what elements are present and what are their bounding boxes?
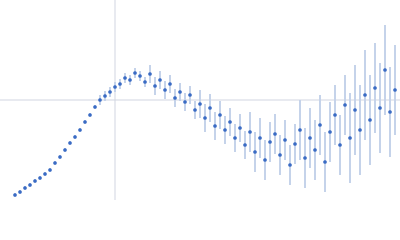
data-point [253, 150, 257, 154]
data-point [28, 183, 32, 187]
data-point [148, 72, 152, 76]
data-point [73, 135, 77, 139]
data-point [263, 158, 267, 162]
data-point [48, 168, 52, 172]
data-point [63, 148, 67, 152]
data-point [143, 80, 147, 84]
data-point [198, 102, 202, 106]
data-point [123, 76, 127, 80]
data-point [343, 103, 347, 107]
data-point [193, 108, 197, 112]
data-point [308, 136, 312, 140]
data-point [393, 88, 397, 92]
data-point [33, 179, 37, 183]
data-point [378, 106, 382, 110]
data-point [173, 96, 177, 100]
data-point [258, 136, 262, 140]
data-point [208, 106, 212, 110]
data-point [23, 186, 27, 190]
data-point [283, 138, 287, 142]
data-point [353, 108, 357, 112]
data-point [348, 136, 352, 140]
data-point [228, 120, 232, 124]
data-point [313, 148, 317, 152]
data-point [13, 193, 17, 197]
data-point [303, 156, 307, 160]
data-point [183, 100, 187, 104]
data-point [18, 190, 22, 194]
data-point [298, 128, 302, 132]
data-point [288, 163, 292, 167]
data-point [53, 161, 57, 165]
data-point [323, 160, 327, 164]
data-point [338, 143, 342, 147]
data-point [238, 126, 242, 130]
data-point [58, 155, 62, 159]
data-point [248, 130, 252, 134]
data-point [178, 90, 182, 94]
data-point [78, 128, 82, 132]
data-point [128, 78, 132, 82]
data-point [133, 71, 137, 75]
data-point [318, 123, 322, 127]
data-point [93, 105, 97, 109]
data-point [278, 153, 282, 157]
data-point [243, 143, 247, 147]
data-point [358, 128, 362, 132]
data-point [213, 124, 217, 128]
data-point [118, 82, 122, 86]
data-point [333, 113, 337, 117]
data-point [83, 120, 87, 124]
data-point [223, 128, 227, 132]
data-point [368, 118, 372, 122]
data-point [168, 82, 172, 86]
data-point [108, 90, 112, 94]
data-point [103, 94, 107, 98]
data-point [273, 132, 277, 136]
data-point [38, 176, 42, 180]
data-point [153, 84, 157, 88]
data-point [43, 172, 47, 176]
data-point [373, 86, 377, 90]
data-point [383, 68, 387, 72]
data-point [68, 141, 72, 145]
data-point [113, 85, 117, 89]
data-point [163, 88, 167, 92]
data-point [293, 142, 297, 146]
chart [0, 0, 400, 200]
data-point [158, 78, 162, 82]
data-point [363, 93, 367, 97]
data-point [88, 113, 92, 117]
data-point [268, 140, 272, 144]
data-point [138, 74, 142, 78]
data-point [218, 113, 222, 117]
data-point [203, 116, 207, 120]
data-point [388, 110, 392, 114]
data-point [98, 98, 102, 102]
page: (() => { const data = JSON.parse(documen… [0, 0, 400, 200]
data-point [188, 93, 192, 97]
data-point [328, 130, 332, 134]
data-point [233, 136, 237, 140]
